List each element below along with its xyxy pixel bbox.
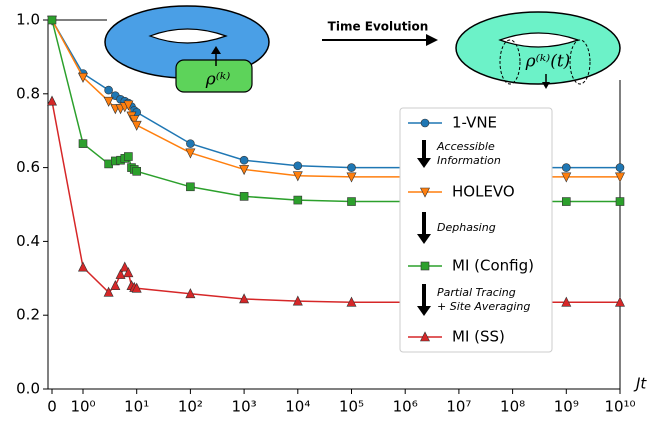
- marker: [561, 172, 572, 183]
- marker: [239, 165, 250, 176]
- x-tick-label: 10⁸: [500, 398, 525, 416]
- marker: [239, 192, 249, 201]
- marker: [132, 166, 141, 176]
- arrow-head: [426, 34, 438, 46]
- marker: [119, 261, 130, 272]
- marker: [347, 163, 356, 172]
- cut: [569, 39, 591, 85]
- x-tick-label: 10⁹: [554, 398, 579, 416]
- illustration: ρ⁽ᵏ⁾ Time Evolution ρ⁽ᵏ⁾(t): [104, 5, 621, 93]
- x-tick-label: 10⁶: [393, 398, 418, 416]
- legend-arrow-head: [417, 306, 431, 316]
- y-tick-label: 0.8: [16, 84, 40, 102]
- marker: [561, 197, 571, 206]
- legend-label: 1-VNE: [452, 114, 497, 132]
- marker: [615, 296, 625, 307]
- legend-annotation: + Site Averaging: [437, 300, 530, 313]
- x-tick-label: 10⁷: [446, 398, 471, 416]
- legend-label: MI (SS): [452, 328, 505, 346]
- y-tick-label: 1.0: [16, 11, 40, 29]
- legend-label: HOLEVO: [452, 183, 515, 201]
- marker: [131, 120, 142, 131]
- legend-arrow-head: [417, 234, 431, 244]
- marker: [292, 295, 303, 306]
- legend-box: [399, 107, 553, 353]
- marker: [293, 161, 303, 171]
- marker: [615, 197, 625, 206]
- marker: [47, 15, 57, 25]
- marker: [347, 197, 356, 206]
- arrow-head: [542, 82, 550, 89]
- marker: [78, 139, 88, 148]
- marker: [293, 195, 303, 205]
- arrow-label: Time Evolution: [328, 20, 429, 34]
- legend-annotation: Dephasing: [437, 221, 496, 234]
- marker: [420, 118, 430, 128]
- marker: [561, 163, 571, 172]
- marker: [131, 282, 142, 293]
- x-tick-label: 10⁰: [70, 398, 95, 416]
- marker: [239, 155, 249, 165]
- marker: [115, 268, 126, 279]
- legend-arrow-head: [417, 158, 431, 168]
- legend-annotation: Information: [437, 154, 501, 167]
- legend-annotation: Accessible: [436, 140, 495, 153]
- cut: [499, 39, 521, 85]
- marker: [615, 163, 625, 172]
- marker: [78, 72, 88, 83]
- marker: [186, 139, 195, 148]
- marker: [123, 267, 134, 278]
- marker: [185, 288, 196, 299]
- y-tick-label: 0.4: [16, 232, 40, 250]
- x-tick-label: 10¹⁰: [604, 398, 635, 416]
- marker: [420, 331, 430, 342]
- y-tick-label: 0.6: [16, 158, 40, 176]
- y-tick-label: 0.0: [16, 380, 40, 398]
- arrow-head: [211, 46, 221, 54]
- marker: [346, 296, 357, 307]
- marker: [346, 172, 357, 183]
- marker: [185, 148, 196, 159]
- marker: [103, 96, 114, 107]
- marker: [47, 95, 57, 106]
- torus-right: [455, 11, 621, 85]
- marker: [78, 261, 88, 272]
- marker: [420, 187, 430, 198]
- x-axis-label: Jt: [633, 375, 647, 393]
- x-tick-label: 10⁴: [285, 398, 310, 416]
- marker: [104, 85, 113, 95]
- legend-annotation: Partial Tracing: [437, 286, 516, 299]
- marker: [186, 182, 195, 192]
- x-tick-label: 10¹: [124, 398, 149, 416]
- legend: 1-VNE HOLEVO MI (Config) MI (SS) AccessibleI…: [399, 107, 553, 353]
- x-tick-label: 10²: [178, 398, 203, 416]
- marker: [110, 280, 121, 290]
- subsystem: [175, 59, 253, 93]
- marker: [124, 152, 133, 161]
- marker: [239, 293, 250, 304]
- legend-label: MI (Config): [452, 257, 534, 275]
- x-tick-label: 10³: [232, 398, 257, 416]
- y-tick-label: 0.2: [16, 306, 40, 324]
- x-tick-label: 0: [47, 398, 57, 416]
- marker: [123, 100, 134, 111]
- rho-left: ρ⁽ᵏ⁾: [205, 70, 231, 90]
- marker: [129, 115, 140, 126]
- x-tick-label: 10⁵: [339, 398, 364, 416]
- marker: [103, 286, 114, 297]
- torus-hole: [148, 28, 228, 44]
- marker: [420, 261, 430, 271]
- marker: [615, 172, 625, 183]
- marker: [292, 171, 303, 182]
- rho-right: ρ⁽ᵏ⁾(t): [525, 52, 571, 72]
- marker: [561, 296, 572, 307]
